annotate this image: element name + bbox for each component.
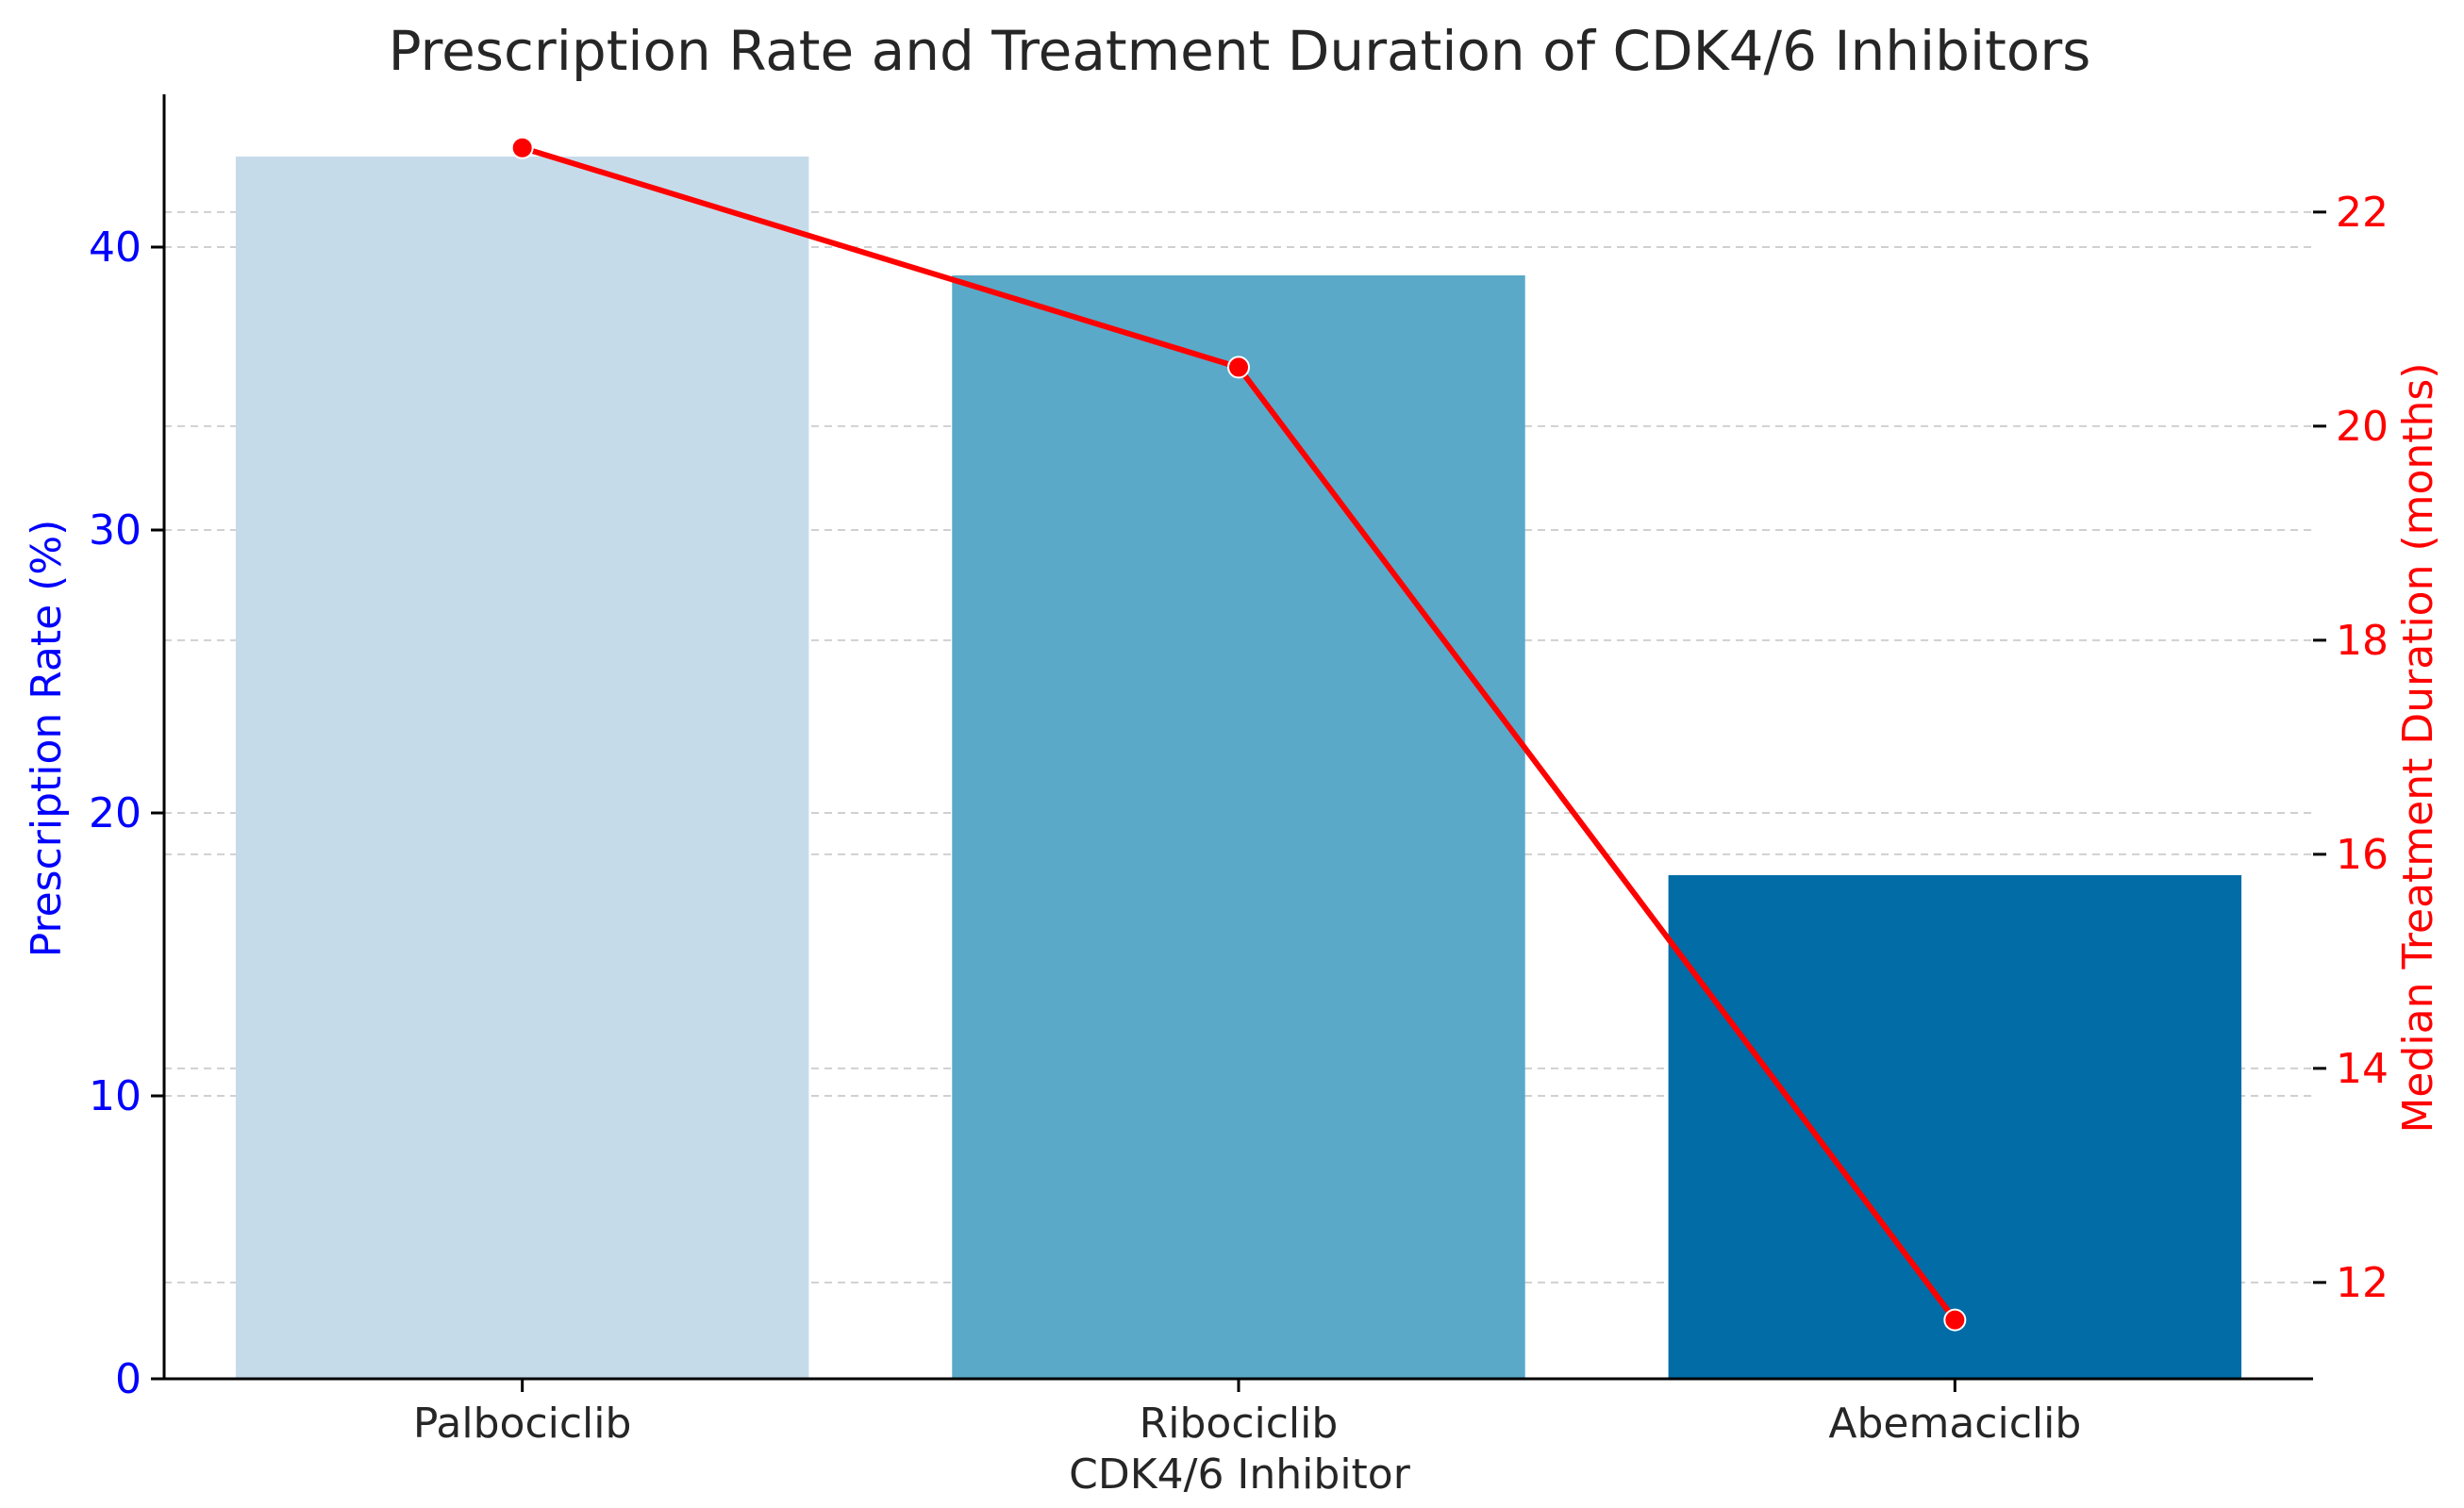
chart-title: Prescription Rate and Treatment Duration… <box>389 19 2091 83</box>
right-tick-label: 20 <box>2336 403 2389 451</box>
right-tick-label: 18 <box>2336 617 2389 665</box>
duration-point <box>1943 1308 1967 1332</box>
x-axis-ticks: Palbociclib Ribociclib Abemaciclib <box>413 1379 2081 1448</box>
left-tick-label: 40 <box>89 224 142 272</box>
right-tick-label: 22 <box>2336 189 2389 237</box>
right-tick-label: 16 <box>2336 831 2389 879</box>
left-tick-label: 0 <box>115 1355 142 1403</box>
left-tick-label: 20 <box>89 789 142 837</box>
left-tick-label: 10 <box>89 1072 142 1120</box>
bar <box>952 275 1525 1379</box>
duration-point <box>1227 356 1250 379</box>
duration-point <box>510 136 534 159</box>
right-axis-label: Median Treatment Duration (months) <box>2394 362 2442 1133</box>
bar <box>1668 875 2242 1379</box>
x-tick-label: Abemaciclib <box>1828 1400 2081 1448</box>
right-axis-ticks: 12 14 16 18 20 22 <box>2313 189 2389 1307</box>
bar <box>235 157 809 1379</box>
right-tick-label: 12 <box>2336 1259 2389 1307</box>
right-tick-label: 14 <box>2336 1045 2389 1093</box>
x-tick-label: Ribociclib <box>1140 1400 1339 1448</box>
left-axis-label: Prescription Rate (%) <box>23 520 71 958</box>
left-tick-label: 30 <box>89 506 142 555</box>
bar-series <box>235 157 2242 1379</box>
x-axis-label: CDK4/6 Inhibitor <box>1069 1450 1411 1499</box>
x-tick-label: Palbociclib <box>413 1400 632 1448</box>
left-axis-ticks: 0 10 20 30 40 <box>89 224 164 1403</box>
line-series <box>510 136 1967 1332</box>
